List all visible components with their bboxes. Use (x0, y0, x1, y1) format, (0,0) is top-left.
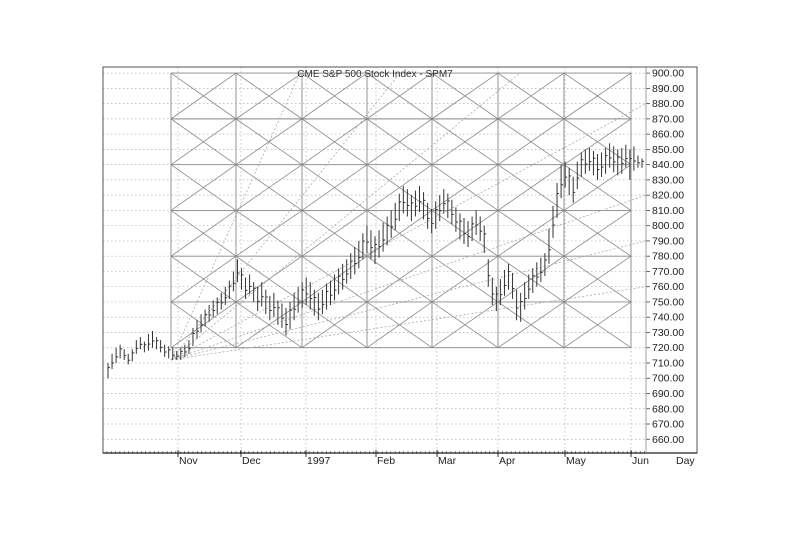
x-tick-label: Dec (242, 455, 261, 467)
overlay-diagonal (235, 164, 303, 211)
overlay-diagonal (366, 255, 433, 303)
y-tick-label: 780.00 (652, 251, 684, 263)
overlay-diagonal (235, 301, 303, 349)
overlay-diagonal (170, 164, 237, 211)
overlay-diagonal (563, 164, 632, 211)
y-tick-label: 660.00 (652, 434, 684, 446)
y-tick-label: 900.00 (652, 68, 684, 80)
overlay-diagonal (563, 255, 632, 303)
y-tick-label: 670.00 (652, 419, 684, 431)
y-tick-label: 800.00 (652, 220, 684, 232)
x-tick-label: May (566, 455, 587, 467)
overlay-diagonal (431, 164, 499, 211)
x-tick-label: Jun (632, 455, 649, 467)
overlay-diagonal (431, 301, 499, 349)
overlay-diagonal (170, 301, 237, 349)
overlay-diagonal (170, 118, 237, 165)
y-tick-label: 720.00 (652, 342, 684, 354)
overlay-diagonal (301, 72, 368, 120)
y-tick-label: 740.00 (652, 312, 684, 324)
fan-line (170, 72, 301, 361)
overlay-diagonal (170, 210, 237, 257)
y-tick-label: 760.00 (652, 281, 684, 293)
overlay-diagonal (497, 164, 565, 211)
x-axis: Nov Dec 1997 Feb Mar Apr May Jun (106, 450, 649, 467)
overlay-diagonal (497, 118, 565, 165)
plot-frame (102, 66, 698, 454)
y-tick-label: 810.00 (652, 205, 684, 217)
x-tick-label: Nov (179, 455, 198, 467)
overlay-diagonal (563, 301, 632, 349)
overlay-diagonal (301, 301, 368, 349)
overlay-diagonal (563, 210, 632, 257)
overlay-diagonal (563, 118, 632, 165)
y-tick-label: 830.00 (652, 174, 684, 186)
overlay-diagonal (235, 210, 303, 257)
x-tick-label: Mar (438, 455, 457, 467)
x-tick-label: Feb (377, 455, 395, 467)
price-bars (107, 143, 644, 379)
fan-line (170, 286, 647, 361)
overlay-diagonal (366, 164, 433, 211)
overlay-diagonal (366, 118, 433, 165)
y-tick-label: 750.00 (652, 296, 684, 308)
x-tick-label: 1997 (307, 455, 331, 467)
overlay-diagonal (497, 255, 565, 303)
overlay-diagonal (235, 255, 303, 303)
geometric-overlay (170, 72, 647, 361)
fan-line (170, 194, 647, 361)
y-tick-label: 850.00 (652, 144, 684, 156)
overlay-diagonal (497, 72, 565, 120)
overlay-diagonal (235, 72, 303, 120)
y-axis: 900.00 890.00 880.00 870.00 860.00 850.00 840.… (646, 68, 684, 446)
overlay-diagonal (431, 72, 499, 120)
y-tick-label: 870.00 (652, 113, 684, 125)
fan-line (170, 103, 647, 361)
y-tick-label: 880.00 (652, 98, 684, 110)
overlay-diagonal (431, 255, 499, 303)
y-tick-label: 770.00 (652, 266, 684, 278)
y-tick-label: 860.00 (652, 129, 684, 141)
overlay-diagonal (366, 72, 433, 120)
y-tick-label: 700.00 (652, 373, 684, 385)
x-tick-label: Apr (499, 455, 516, 467)
overlay-diagonal (497, 301, 565, 349)
fan-line (170, 72, 521, 361)
x-axis-unit-label: Day (676, 455, 695, 467)
chart-title: CME S&P 500 Stock Index - SPM7 (297, 69, 453, 80)
overlay-diagonal (301, 210, 368, 257)
overlay-diagonal (170, 72, 237, 120)
overlay-diagonal (366, 210, 433, 257)
overlay-diagonal (366, 301, 433, 349)
y-tick-label: 730.00 (652, 327, 684, 339)
overlay-diagonal (235, 118, 303, 165)
y-tick-label: 840.00 (652, 159, 684, 171)
y-tick-label: 790.00 (652, 235, 684, 247)
y-tick-label: 890.00 (652, 83, 684, 95)
overlay-diagonal (563, 72, 632, 120)
overlay-diagonal (170, 255, 237, 303)
overlay-diagonal (301, 164, 368, 211)
overlay-diagonal (431, 118, 499, 165)
y-tick-label: 690.00 (652, 388, 684, 400)
y-tick-label: 680.00 (652, 403, 684, 415)
y-tick-label: 710.00 (652, 357, 684, 369)
y-tick-label: 820.00 (652, 190, 684, 202)
overlay-diagonal (301, 118, 368, 165)
fan-line (170, 240, 647, 361)
